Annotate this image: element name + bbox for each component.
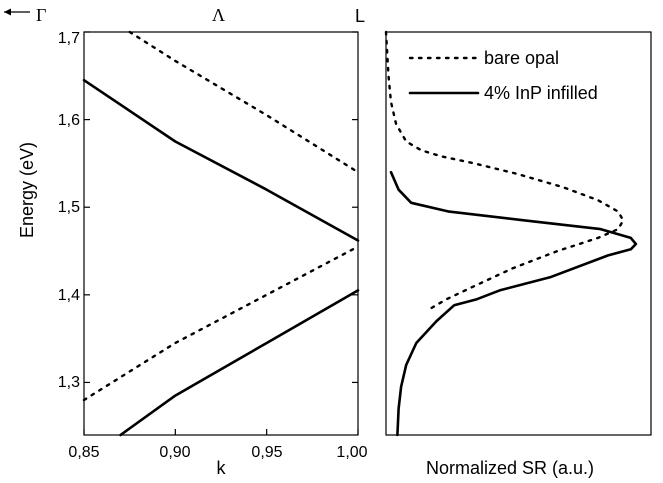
y-tick-label: 1,3 bbox=[58, 374, 80, 391]
x-axis-title-right: Normalized SR (a.u.) bbox=[426, 458, 594, 478]
reflectance-lines bbox=[384, 30, 638, 437]
x-tick-label: 1,00 bbox=[336, 444, 367, 461]
right-plot-frame bbox=[385, 31, 652, 436]
left-axis-ticks bbox=[83, 31, 359, 435]
y-tick-label: 1,6 bbox=[58, 112, 80, 129]
legend-label-bare-opal: bare opal bbox=[484, 48, 559, 68]
legend-label-inp: 4% InP infilled bbox=[484, 83, 598, 103]
x-tick-label: 0,95 bbox=[251, 444, 282, 461]
top-label-lambda: Λ bbox=[212, 5, 225, 25]
y-tick-label: 1,4 bbox=[58, 287, 80, 304]
top-label-gamma: Γ bbox=[36, 5, 46, 25]
reflectance-series-0-line bbox=[384, 30, 625, 310]
legend: bare opal 4% InP infilled bbox=[408, 48, 598, 103]
x-axis-title: k bbox=[217, 458, 227, 478]
band-series-3-line bbox=[119, 289, 360, 437]
band-series-1-line bbox=[82, 78, 360, 242]
band-lines bbox=[82, 30, 360, 437]
reflectance-series-1-line bbox=[389, 170, 638, 437]
x-tick-label: 0,90 bbox=[159, 444, 190, 461]
x-tick-label: 0,85 bbox=[68, 444, 99, 461]
arrow-left-icon bbox=[4, 8, 30, 16]
y-tick-label: 1,7 bbox=[58, 30, 80, 47]
top-label-L: L bbox=[355, 6, 365, 26]
left-plot-frame bbox=[83, 31, 359, 436]
reflectance-panel: bare opal 4% InP infilled Normalized SR … bbox=[384, 30, 652, 478]
band-series-0-line bbox=[128, 30, 360, 174]
band-series-2-line bbox=[82, 245, 360, 402]
band-structure-panel: Γ Λ L 1,7 1,6 1,5 1,4 1,3 0,85 0,90 0,95… bbox=[4, 5, 368, 478]
y-tick-label: 1,5 bbox=[58, 199, 80, 216]
y-axis-title: Energy (eV) bbox=[17, 142, 37, 238]
